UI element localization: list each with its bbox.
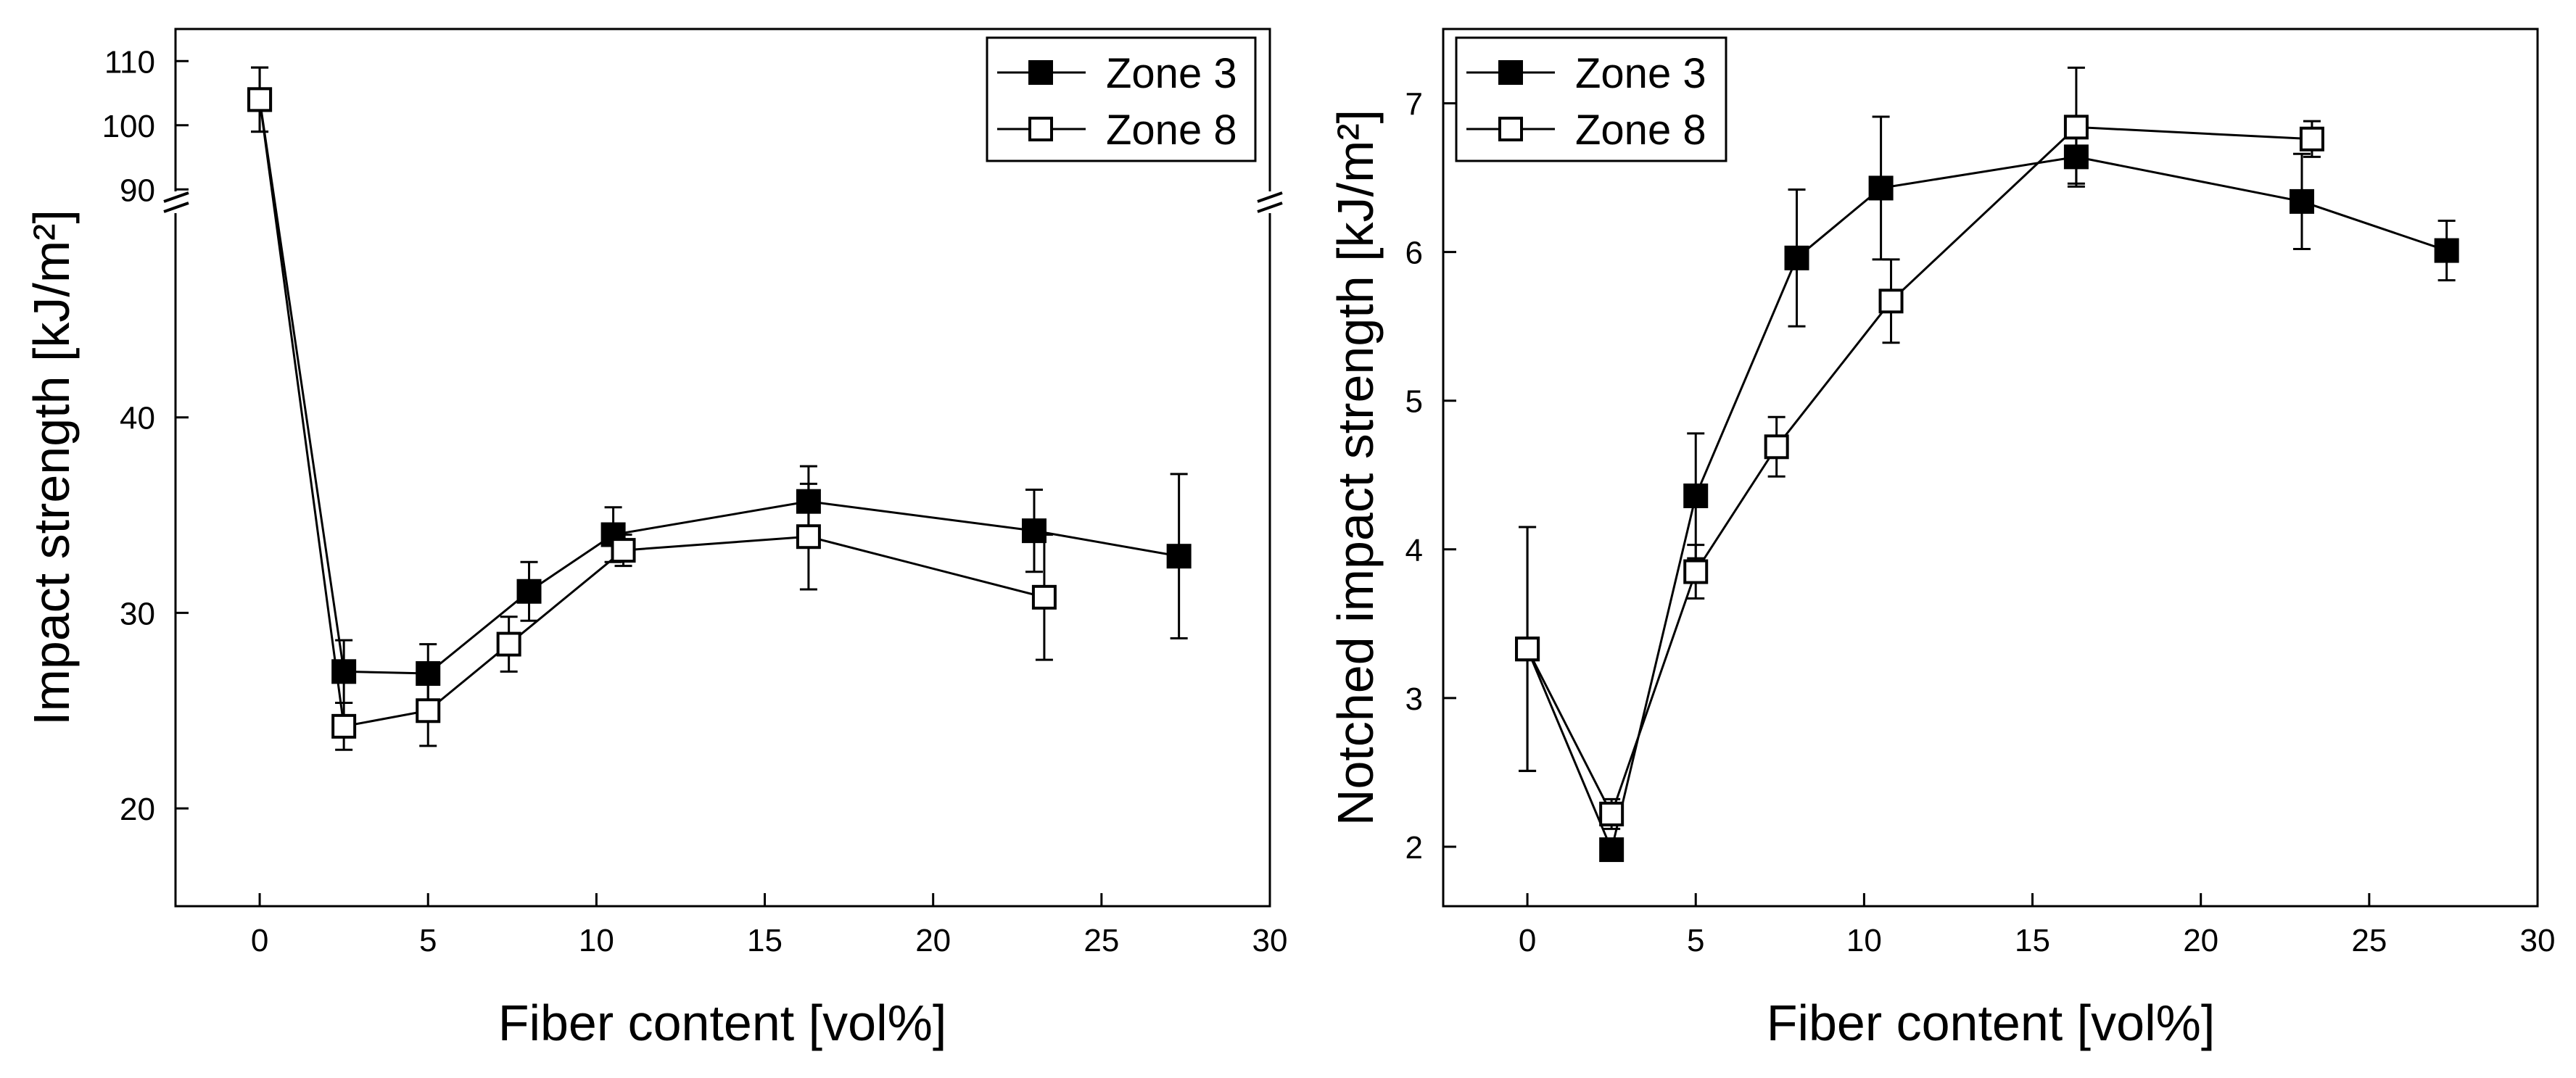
y-tick-label: 3 [1405, 681, 1423, 717]
y-tick-label: 6 [1405, 236, 1423, 271]
y-tick-label: 110 [104, 44, 155, 80]
x-tick-label: 30 [1252, 923, 1288, 958]
legend-marker-zone-3 [1028, 60, 1053, 85]
x-tick-label: 15 [2015, 923, 2050, 958]
x-tick-label: 0 [1519, 923, 1536, 958]
x-tick-label: 15 [747, 923, 783, 958]
plot-frame [174, 28, 1271, 908]
series-line-zone-3 [1526, 155, 2448, 853]
x-axis-label: Fiber content [vol%] [1767, 995, 2216, 1051]
legend-marker-zone-8 [1028, 117, 1053, 141]
legend-marker-zone-8 [1498, 117, 1523, 141]
data-point-zone-3 [1021, 518, 1046, 544]
axis-break-left [163, 191, 189, 213]
data-point-zone-8 [796, 524, 821, 550]
x-tick-label: 25 [1083, 923, 1119, 958]
data-point-zone-3 [1683, 483, 1709, 508]
data-point-zone-3 [1166, 544, 1192, 569]
x-tick-label: 5 [419, 923, 437, 958]
data-point-zone-8 [1031, 584, 1057, 610]
y-tick-label: 2 [1405, 830, 1423, 866]
y-tick-label: 90 [120, 173, 155, 208]
data-point-zone-3 [516, 579, 542, 604]
y-tick-label: 30 [120, 596, 155, 631]
data-point-zone-8 [1878, 289, 1904, 314]
x-tick-label: 5 [1687, 923, 1704, 958]
y-tick-label: 7 [1405, 87, 1423, 123]
y-tick-label: 100 [102, 109, 155, 144]
data-point-zone-3 [1784, 245, 1809, 270]
legend: Zone 3 Zone 8 [1455, 36, 1727, 162]
data-point-zone-3 [1868, 175, 1894, 201]
data-point-zone-8 [1599, 801, 1625, 826]
data-point-zone-8 [1683, 559, 1709, 584]
y-tick-label: 4 [1405, 533, 1423, 568]
series-line-zone-3 [258, 99, 1179, 675]
data-point-zone-8 [2299, 126, 2324, 152]
legend: Zone 3 Zone 8 [986, 36, 1257, 162]
y-axis-label: Impact strength [kJ/m²] [23, 210, 80, 726]
x-tick-label: 0 [251, 923, 268, 958]
y-tick-label: 40 [120, 401, 155, 436]
data-point-zone-3 [2434, 238, 2459, 263]
y-axis-label: Notched impact strength [kJ/m²] [1327, 109, 1384, 826]
plot-frame [1442, 28, 2539, 908]
data-point-zone-8 [331, 713, 357, 739]
data-point-zone-8 [1764, 434, 1789, 460]
data-point-zone-3 [2289, 188, 2314, 214]
x-tick-label: 30 [2520, 923, 2556, 958]
series-line-zone-8 [258, 99, 1045, 728]
legend-label-zone-3: Zone 3 [1106, 50, 1237, 97]
x-tick-label: 10 [579, 923, 614, 958]
impact-strength-chart: 0 5 10 15 20 25 30 20 30 40 90 100 110 Fiber conten… [23, 28, 1288, 1051]
x-axis-label: Fiber content [vol%] [498, 995, 947, 1051]
legend-label-zone-8: Zone 8 [1106, 107, 1237, 154]
notched-impact-strength-chart: 0 5 10 15 20 25 30 2 3 4 5 6 7 Fiber content [vol%]… [1327, 28, 2556, 1051]
data-point-zone-8 [496, 631, 521, 657]
data-point-zone-8 [247, 87, 273, 112]
y-tick-label: 20 [120, 792, 155, 827]
data-point-zone-8 [416, 698, 441, 723]
x-tick-label: 10 [1846, 923, 1882, 958]
data-point-zone-8 [1515, 637, 1540, 662]
legend-marker-zone-3 [1498, 60, 1523, 85]
y-tick-label: 5 [1405, 384, 1423, 420]
data-point-zone-8 [2063, 115, 2089, 140]
data-point-zone-3 [1599, 837, 1625, 863]
legend-label-zone-3: Zone 3 [1575, 50, 1706, 97]
x-tick-label: 25 [2351, 923, 2387, 958]
x-tick-label: 20 [2183, 923, 2218, 958]
data-point-zone-8 [611, 538, 636, 563]
axis-break-right [1257, 191, 1283, 213]
legend-label-zone-8: Zone 8 [1575, 107, 1706, 154]
x-tick-label: 20 [915, 923, 951, 958]
